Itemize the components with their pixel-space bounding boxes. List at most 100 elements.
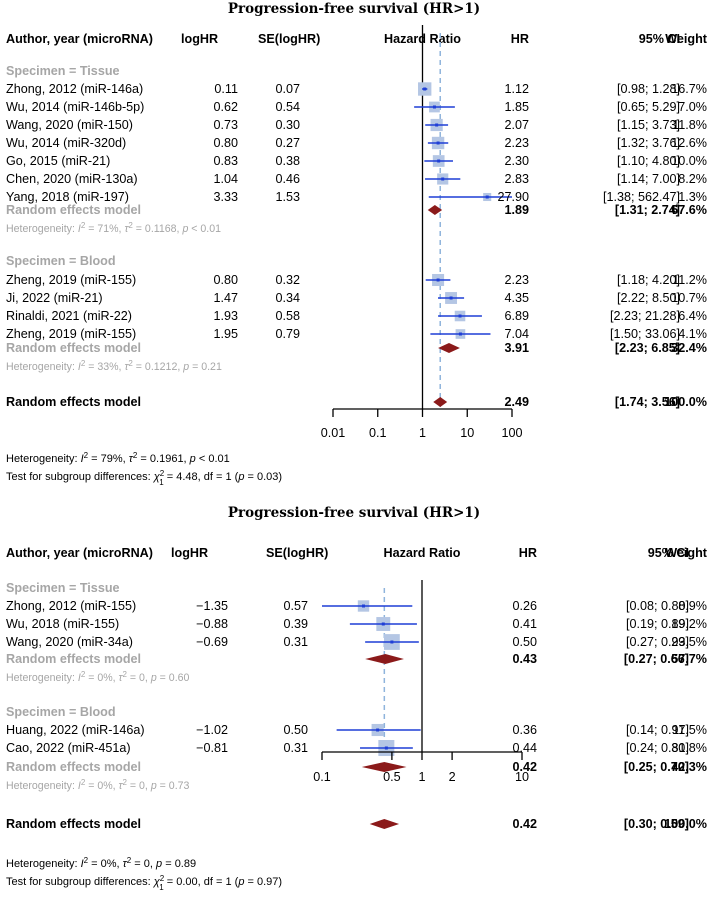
study-hr: 0.44 (512, 741, 537, 755)
het-i2-value: = 0%, (88, 858, 123, 870)
het-tau-sup: 2 (133, 451, 138, 460)
study-se: 0.34 (275, 291, 300, 305)
het-tau-value: = 0, (127, 672, 151, 684)
study-weight: 4.1% (678, 327, 707, 341)
study-label: Cao, 2022 (miR-451a) (6, 741, 131, 755)
study-hr: 0.41 (512, 617, 537, 631)
subgroup-model-ci: [0.27; 0.66] (624, 652, 689, 666)
het-p-value: = 0.60 (157, 672, 190, 684)
heterogeneity-text: Heterogeneity: I2 = 71%, τ2 = 0.1168, p … (6, 221, 221, 236)
subgroup-model-diamond (365, 654, 404, 664)
column-header: 95% CI (648, 546, 689, 560)
study-ci: [0.24; 0.81] (626, 741, 689, 755)
het-i2: I (78, 780, 81, 792)
study-point (437, 159, 441, 163)
test-chi-sub: 1 (159, 883, 164, 892)
het-i2-value: = 71%, (85, 223, 124, 235)
het-prefix: Heterogeneity: (6, 780, 78, 792)
study-ci: [1.38; 562.47] (603, 190, 680, 204)
overall-model-diamond (433, 397, 448, 407)
overall-model-weight: 100.0% (664, 395, 707, 409)
study-weight: 12.6% (671, 136, 707, 150)
heterogeneity-text: Heterogeneity: I2 = 0%, τ2 = 0, p = 0.73 (6, 778, 190, 793)
study-point (361, 604, 365, 608)
study-ci: [1.14; 7.00] (617, 172, 680, 186)
study-weight: 6.4% (678, 309, 707, 323)
test-chi-sup: 2 (160, 874, 165, 883)
x-tick-label: 0.1 (313, 770, 331, 784)
test-chi-value: = 0.00, df = 1 ( (164, 876, 239, 888)
het-tau-value: = 0, (127, 780, 151, 792)
het-prefix: Heterogeneity: (6, 223, 78, 235)
x-tick-label: 100 (501, 426, 522, 440)
study-se: 0.79 (275, 327, 300, 341)
footer-heterogeneity: Heterogeneity: I2 = 0%, τ2 = 0, p = 0.89 (6, 856, 196, 871)
x-tick-label: 2 (449, 770, 456, 784)
overall-model-ci: [1.74; 3.56] (615, 395, 680, 409)
study-point (485, 195, 489, 199)
subgroup-model-hr: 3.91 (504, 341, 529, 355)
study-weight: 11.8% (672, 118, 707, 132)
study-weight: 11.2% (672, 273, 707, 287)
study-weight: 29.5% (671, 635, 707, 649)
study-se: 0.07 (275, 82, 300, 96)
column-header: Hazard Ratio (384, 546, 461, 560)
study-hr: 0.50 (512, 635, 537, 649)
study-se: 0.31 (283, 741, 308, 755)
x-tick-label: 1 (418, 770, 425, 784)
study-loghr: −1.35 (196, 599, 228, 613)
test-chi-sup: 2 (160, 469, 165, 478)
study-loghr: 1.93 (213, 309, 238, 323)
column-header: logHR (171, 546, 208, 560)
het-i2-sup: 2 (81, 670, 86, 679)
het-prefix: Heterogeneity: (6, 453, 81, 465)
study-weight: 7.0% (678, 100, 707, 114)
study-ci: [1.15; 3.73] (617, 118, 680, 132)
column-header: HR (519, 546, 537, 560)
het-prefix: Heterogeneity: (6, 672, 78, 684)
subgroup-model-weight: 67.6% (671, 203, 707, 217)
het-p-value: = 0.21 (189, 361, 222, 373)
x-tick-label: 1 (419, 426, 426, 440)
study-loghr: 1.47 (213, 291, 238, 305)
study-point (458, 314, 462, 318)
subgroup-label: Specimen = Tissue (6, 64, 120, 78)
study-loghr: 0.62 (213, 100, 238, 114)
subgroup-model-label: Random effects model (6, 341, 141, 355)
test-chi-value: = 4.48, df = 1 ( (164, 471, 239, 483)
overall-model-hr: 0.42 (512, 817, 537, 831)
study-loghr: 1.95 (213, 327, 238, 341)
het-tau: τ (124, 361, 129, 373)
het-prefix: Heterogeneity: (6, 361, 78, 373)
subgroup-model-ci: [0.25; 0.70] (624, 760, 689, 774)
study-weight: 1.3% (678, 190, 707, 204)
subgroup-model-ci: [2.23; 6.85] (615, 341, 680, 355)
het-p: p (150, 672, 157, 684)
study-ci: [1.18; 4.20] (617, 273, 680, 287)
subgroup-label: Specimen = Tissue (6, 581, 120, 595)
het-tau-sup: 2 (123, 670, 128, 679)
study-weight: 8.2% (678, 172, 707, 186)
study-ci: [1.50; 33.06] (610, 327, 680, 341)
study-ci: [1.32; 3.76] (617, 136, 680, 150)
column-header: SE(logHR) (266, 546, 328, 560)
study-hr: 2.30 (504, 154, 529, 168)
study-label: Rinaldi, 2021 (miR-22) (6, 309, 132, 323)
study-label: Chen, 2020 (miR-130a) (6, 172, 138, 186)
het-p-value: = 0.73 (157, 780, 190, 792)
subgroup-model-ci: [1.31; 2.74] (615, 203, 680, 217)
study-se: 0.39 (283, 617, 308, 631)
test-prefix: Test for subgroup differences: (6, 471, 154, 483)
overall-model-weight: 100.0% (664, 817, 707, 831)
study-label: Go, 2015 (miR-21) (6, 154, 110, 168)
column-header: Weight (665, 546, 708, 560)
het-tau-value: = 0.1961, (137, 453, 189, 465)
column-header: Author, year (microRNA) (6, 32, 153, 46)
study-loghr: 0.11 (214, 82, 238, 96)
study-point (376, 728, 380, 732)
het-i2: I (81, 453, 84, 465)
test-p-value: = 0.97) (244, 876, 282, 888)
study-hr: 2.83 (504, 172, 529, 186)
study-se: 0.54 (275, 100, 300, 114)
